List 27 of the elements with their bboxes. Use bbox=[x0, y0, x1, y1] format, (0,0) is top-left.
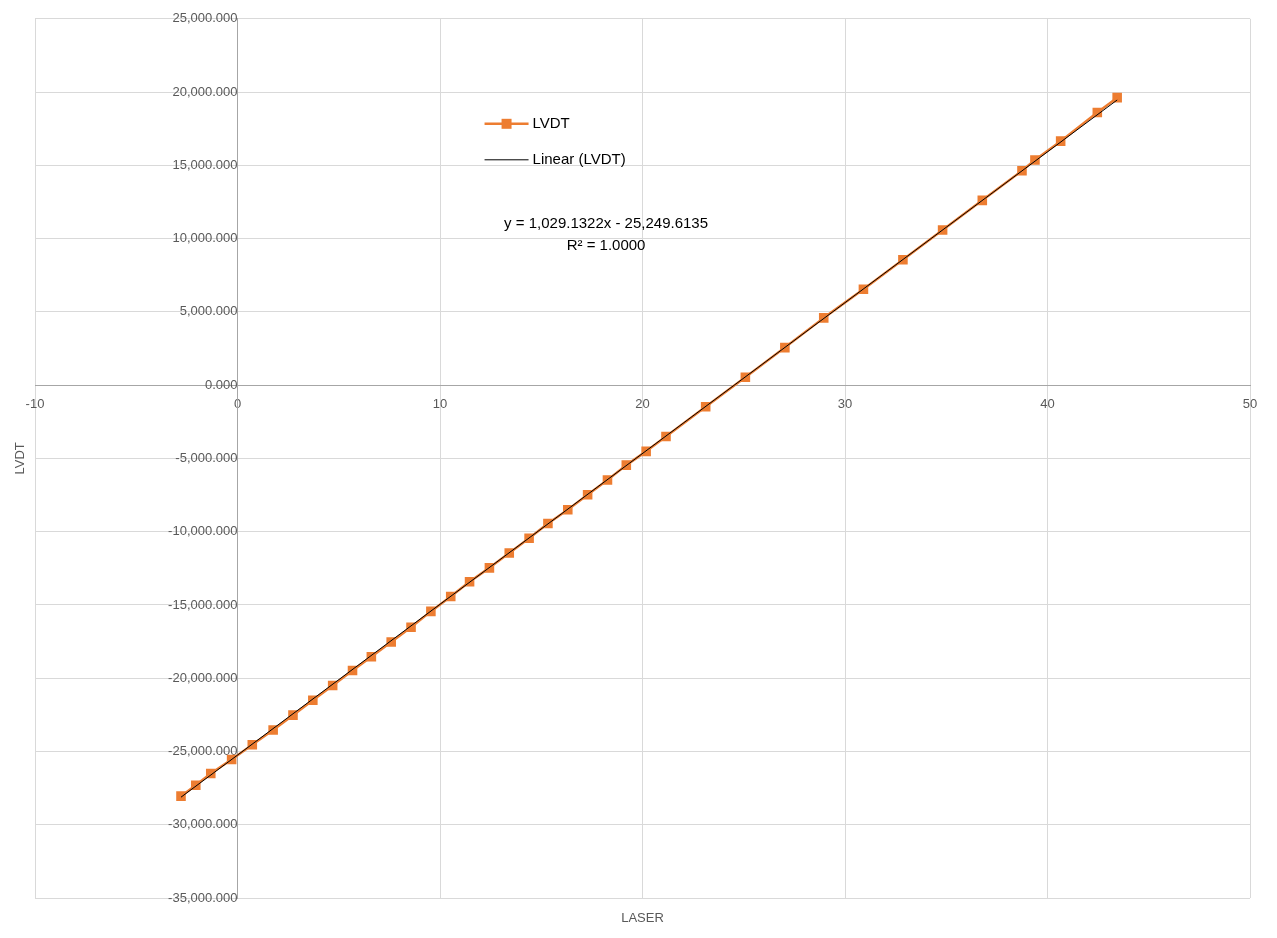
point bbox=[176, 791, 186, 801]
legend-label: Linear (LVDT) bbox=[532, 149, 626, 167]
x-tick-label: 20 bbox=[635, 395, 650, 411]
y-tick-label: 20,000.000 bbox=[172, 83, 238, 99]
x-tick-label: 10 bbox=[432, 395, 448, 411]
legend-label: LVDT bbox=[532, 113, 570, 131]
annotation: R² = 1.0000 bbox=[566, 235, 646, 253]
y-tick-label: -30,000.000 bbox=[168, 816, 238, 832]
y-tick-label: -20,000.000 bbox=[168, 669, 238, 685]
y-tick-label: 0.000 bbox=[204, 376, 238, 392]
annotation: y = 1,029.1322x - 25,249.6135 bbox=[504, 213, 709, 231]
y-tick-label: 10,000.000 bbox=[172, 230, 238, 246]
y-tick-label: -35,000.000 bbox=[168, 889, 238, 905]
y-tick-label: -10,000.000 bbox=[168, 523, 238, 539]
y-tick-label: 25,000.000 bbox=[172, 10, 238, 26]
x-tick-label: 50 bbox=[1242, 395, 1258, 411]
point bbox=[1112, 92, 1122, 103]
y-tick-label: 5,000.000 bbox=[179, 303, 238, 319]
x-tick-label: 40 bbox=[1040, 395, 1055, 411]
y-tick-label: -15,000.000 bbox=[168, 596, 238, 612]
y-tick-label: 15,000.000 bbox=[172, 156, 238, 172]
x-tick-label: 30 bbox=[837, 395, 853, 411]
x-tick-label: -10 bbox=[25, 395, 45, 411]
y-tick-label: -25,000.000 bbox=[168, 743, 238, 759]
x-axis-title: LASER bbox=[621, 909, 664, 925]
y-axis-title: LVDT bbox=[11, 442, 27, 475]
y-tick-label: -5,000.000 bbox=[175, 449, 238, 465]
